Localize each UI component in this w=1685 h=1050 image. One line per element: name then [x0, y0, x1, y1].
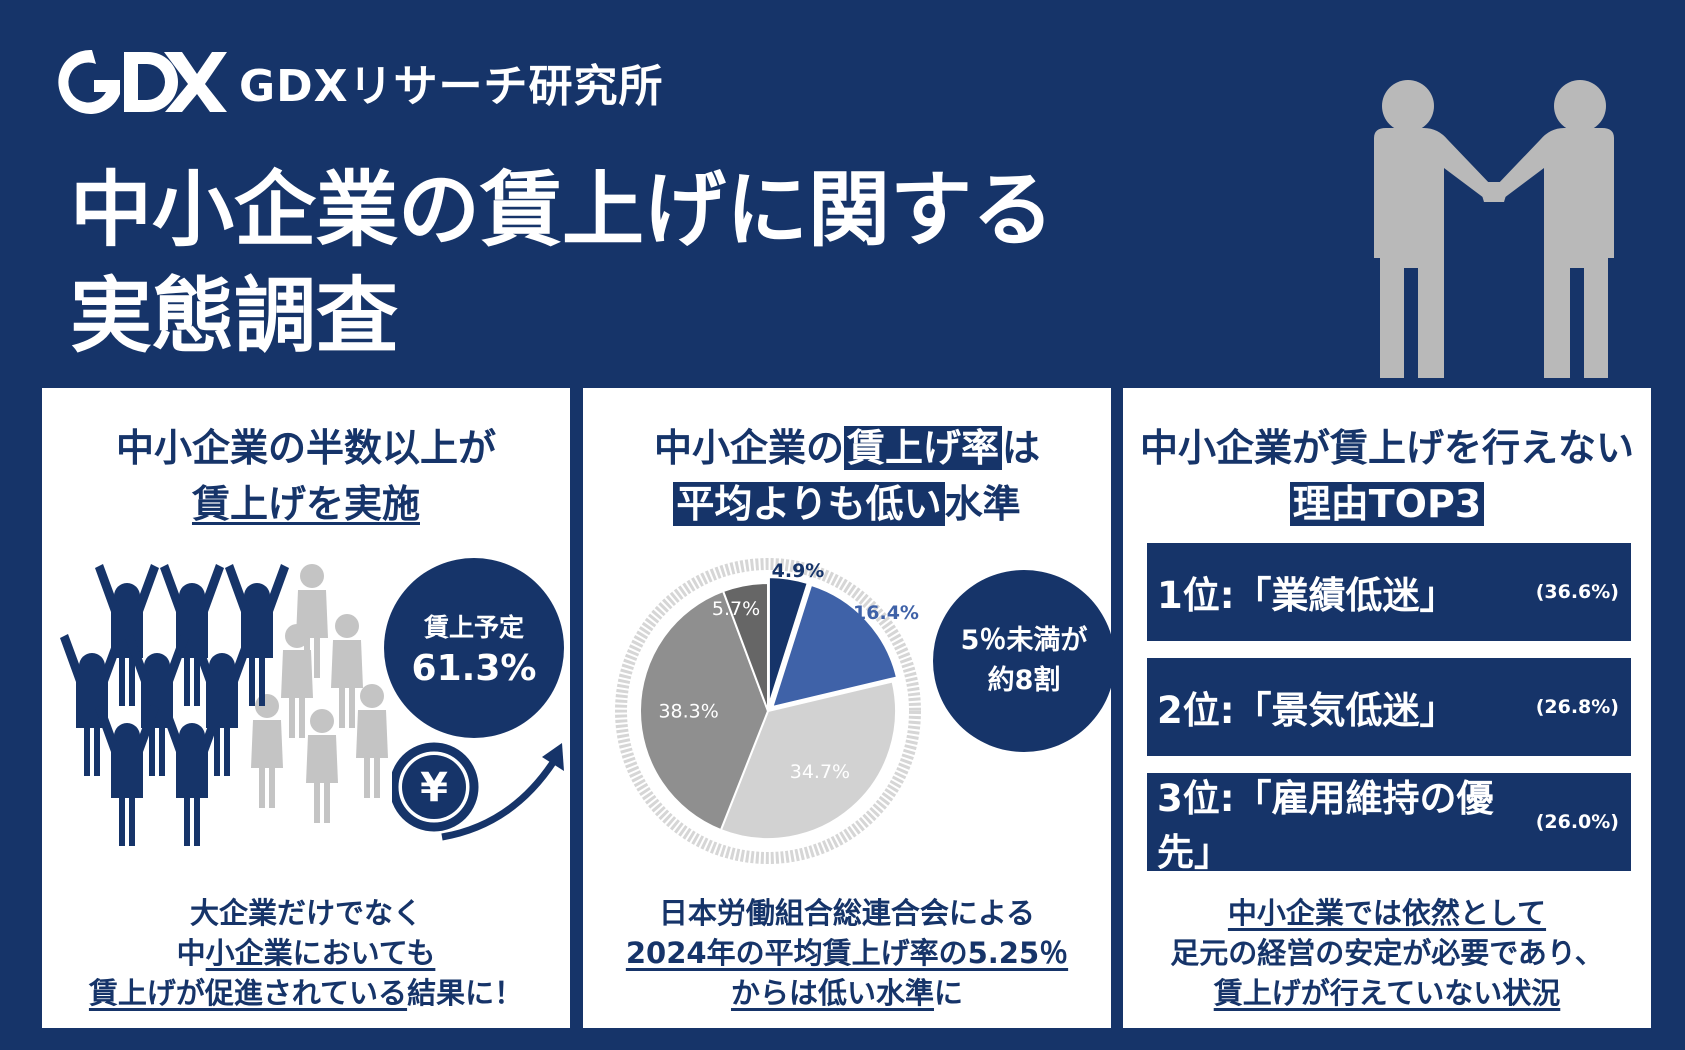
reason-rank-1-pct: (36.6%) [1535, 581, 1619, 603]
yen-growth-icon: ¥ [392, 742, 564, 841]
brand-header: GDXリサーチ研究所 [52, 42, 664, 122]
panel3-title-line-1: 中小企業が賃上げを行えない [1139, 426, 1634, 470]
pie-label-3: 34.7% [790, 761, 850, 783]
panel2-foot-line-3: からは低い水準に [730, 976, 964, 1010]
reason-rank-2-pct: (26.8%) [1535, 696, 1619, 718]
panel2-foot-line-2: 2024年の平均賃上げ率の5.25％ [625, 936, 1069, 970]
page-title: 中小企業の賃上げに関する 実態調査 [70, 158, 1054, 370]
pie-slice-5 [721, 581, 769, 712]
wage-plan-value: 61.3% [411, 647, 537, 689]
people-crowd-icon [60, 564, 388, 846]
reason-rank-2: 2位:「景気低迷」 (26.8%) [1147, 658, 1631, 756]
panel2-title-line-2: 平均よりも低い水準 [583, 476, 1111, 532]
panel1-foot-line-1: 大企業だけでなく [189, 896, 422, 930]
svg-text:¥: ¥ [420, 765, 448, 811]
panel3-title-line-2: 理由TOP3 [1289, 482, 1485, 526]
panel1-foot-line-2: 中小企業においても [176, 936, 436, 970]
pie-label-5: 5.7% [712, 598, 760, 620]
wage-rate-pie-chart: 4.9% 16.4% 34.7% 38.3% 5.7% [615, 558, 921, 864]
reason-rank-3-label: 3位:「雇用維持の優先」 [1157, 777, 1494, 874]
gdx-logo-icon [58, 49, 227, 114]
title-line-2: 実態調査 [70, 269, 399, 364]
under-5pct-badge: 5％未満が 約8割 [933, 570, 1115, 752]
reason-rank-2-label: 2位:「景気低迷」 [1157, 689, 1457, 732]
panel1-title: 中小企業の半数以上が 賃上げを実施 [42, 420, 570, 532]
panel1-title-line-2: 賃上げを実施 [191, 482, 420, 526]
panel2-title: 中小企業の賃上げ率は 平均よりも低い水準 [583, 420, 1111, 532]
panel3-foot-line-2: 足元の経営の安定が必要であり、 [1170, 936, 1604, 970]
pie-label-1: 4.9% [772, 560, 825, 582]
panel-top3-reasons: 中小企業が賃上げを行えない 理由TOP3 1位:「業績低迷」 (36.6%) 2… [1123, 388, 1651, 1028]
reason-rank-1: 1位:「業績低迷」 (36.6%) [1147, 543, 1631, 641]
panel3-foot-line-1: 中小企業では依然として [1227, 896, 1547, 930]
panel1-footnote: 大企業だけでなく 中小企業においても 賃上げが促進されている結果に！ [42, 893, 570, 1013]
brand-name: GDXリサーチ研究所 [239, 61, 664, 112]
panel2-footnote: 日本労働組合総連合会による 2024年の平均賃上げ率の5.25％ からは低い水準… [583, 893, 1111, 1013]
handshake-icon [1374, 80, 1614, 378]
pie-label-4: 38.3% [658, 700, 718, 722]
pie-slice-4 [639, 589, 770, 832]
panel2-title-line-1: 中小企業の賃上げ率は [653, 426, 1041, 470]
wage-plan-label: 賃上予定 [423, 612, 524, 642]
pie-slice-2 [770, 583, 899, 709]
panel-wage-increase-rate: 中小企業の賃上げ率は 平均よりも低い水準 4.9% 16.4% 34.7% 38.3%… [583, 388, 1115, 1028]
reason-rank-3: 3位:「雇用維持の優先」 (26.0%) [1147, 773, 1631, 874]
pie-slice-1 [767, 576, 809, 706]
panel3-title: 中小企業が賃上げを行えない 理由TOP3 [1123, 420, 1651, 532]
panel1-foot-line-3: 賃上げが促進されている結果に！ [88, 976, 524, 1010]
reason-rank-3-pct: (26.0%) [1535, 811, 1619, 833]
under-5pct-line-2: 約8割 [987, 665, 1061, 696]
panel3-footnote: 中小企業では依然として 足元の経営の安定が必要であり、 賃上げが行えていない状況 [1123, 893, 1651, 1013]
under-5pct-line-1: 5％未満が [960, 625, 1088, 656]
wage-plan-badge: 賃上予定 61.3% [384, 558, 564, 738]
panel2-foot-line-1: 日本労働組合総連合会による [658, 896, 1036, 930]
infographic: GDXリサーチ研究所 中小企業の賃上げに関する 実態調査 中小企業の半数以上が … [8, 8, 1676, 1042]
pie-label-2: 16.4% [853, 602, 919, 624]
panel3-foot-line-3: 賃上げが行えていない状況 [1213, 976, 1561, 1010]
panel-wage-increase-majority: 中小企業の半数以上が 賃上げを実施 [42, 388, 570, 1028]
panel1-title-line-1: 中小企業の半数以上が [115, 426, 496, 470]
reason-rank-1-label: 1位:「業績低迷」 [1157, 574, 1457, 617]
title-line-1: 中小企業の賃上げに関する [70, 163, 1055, 258]
